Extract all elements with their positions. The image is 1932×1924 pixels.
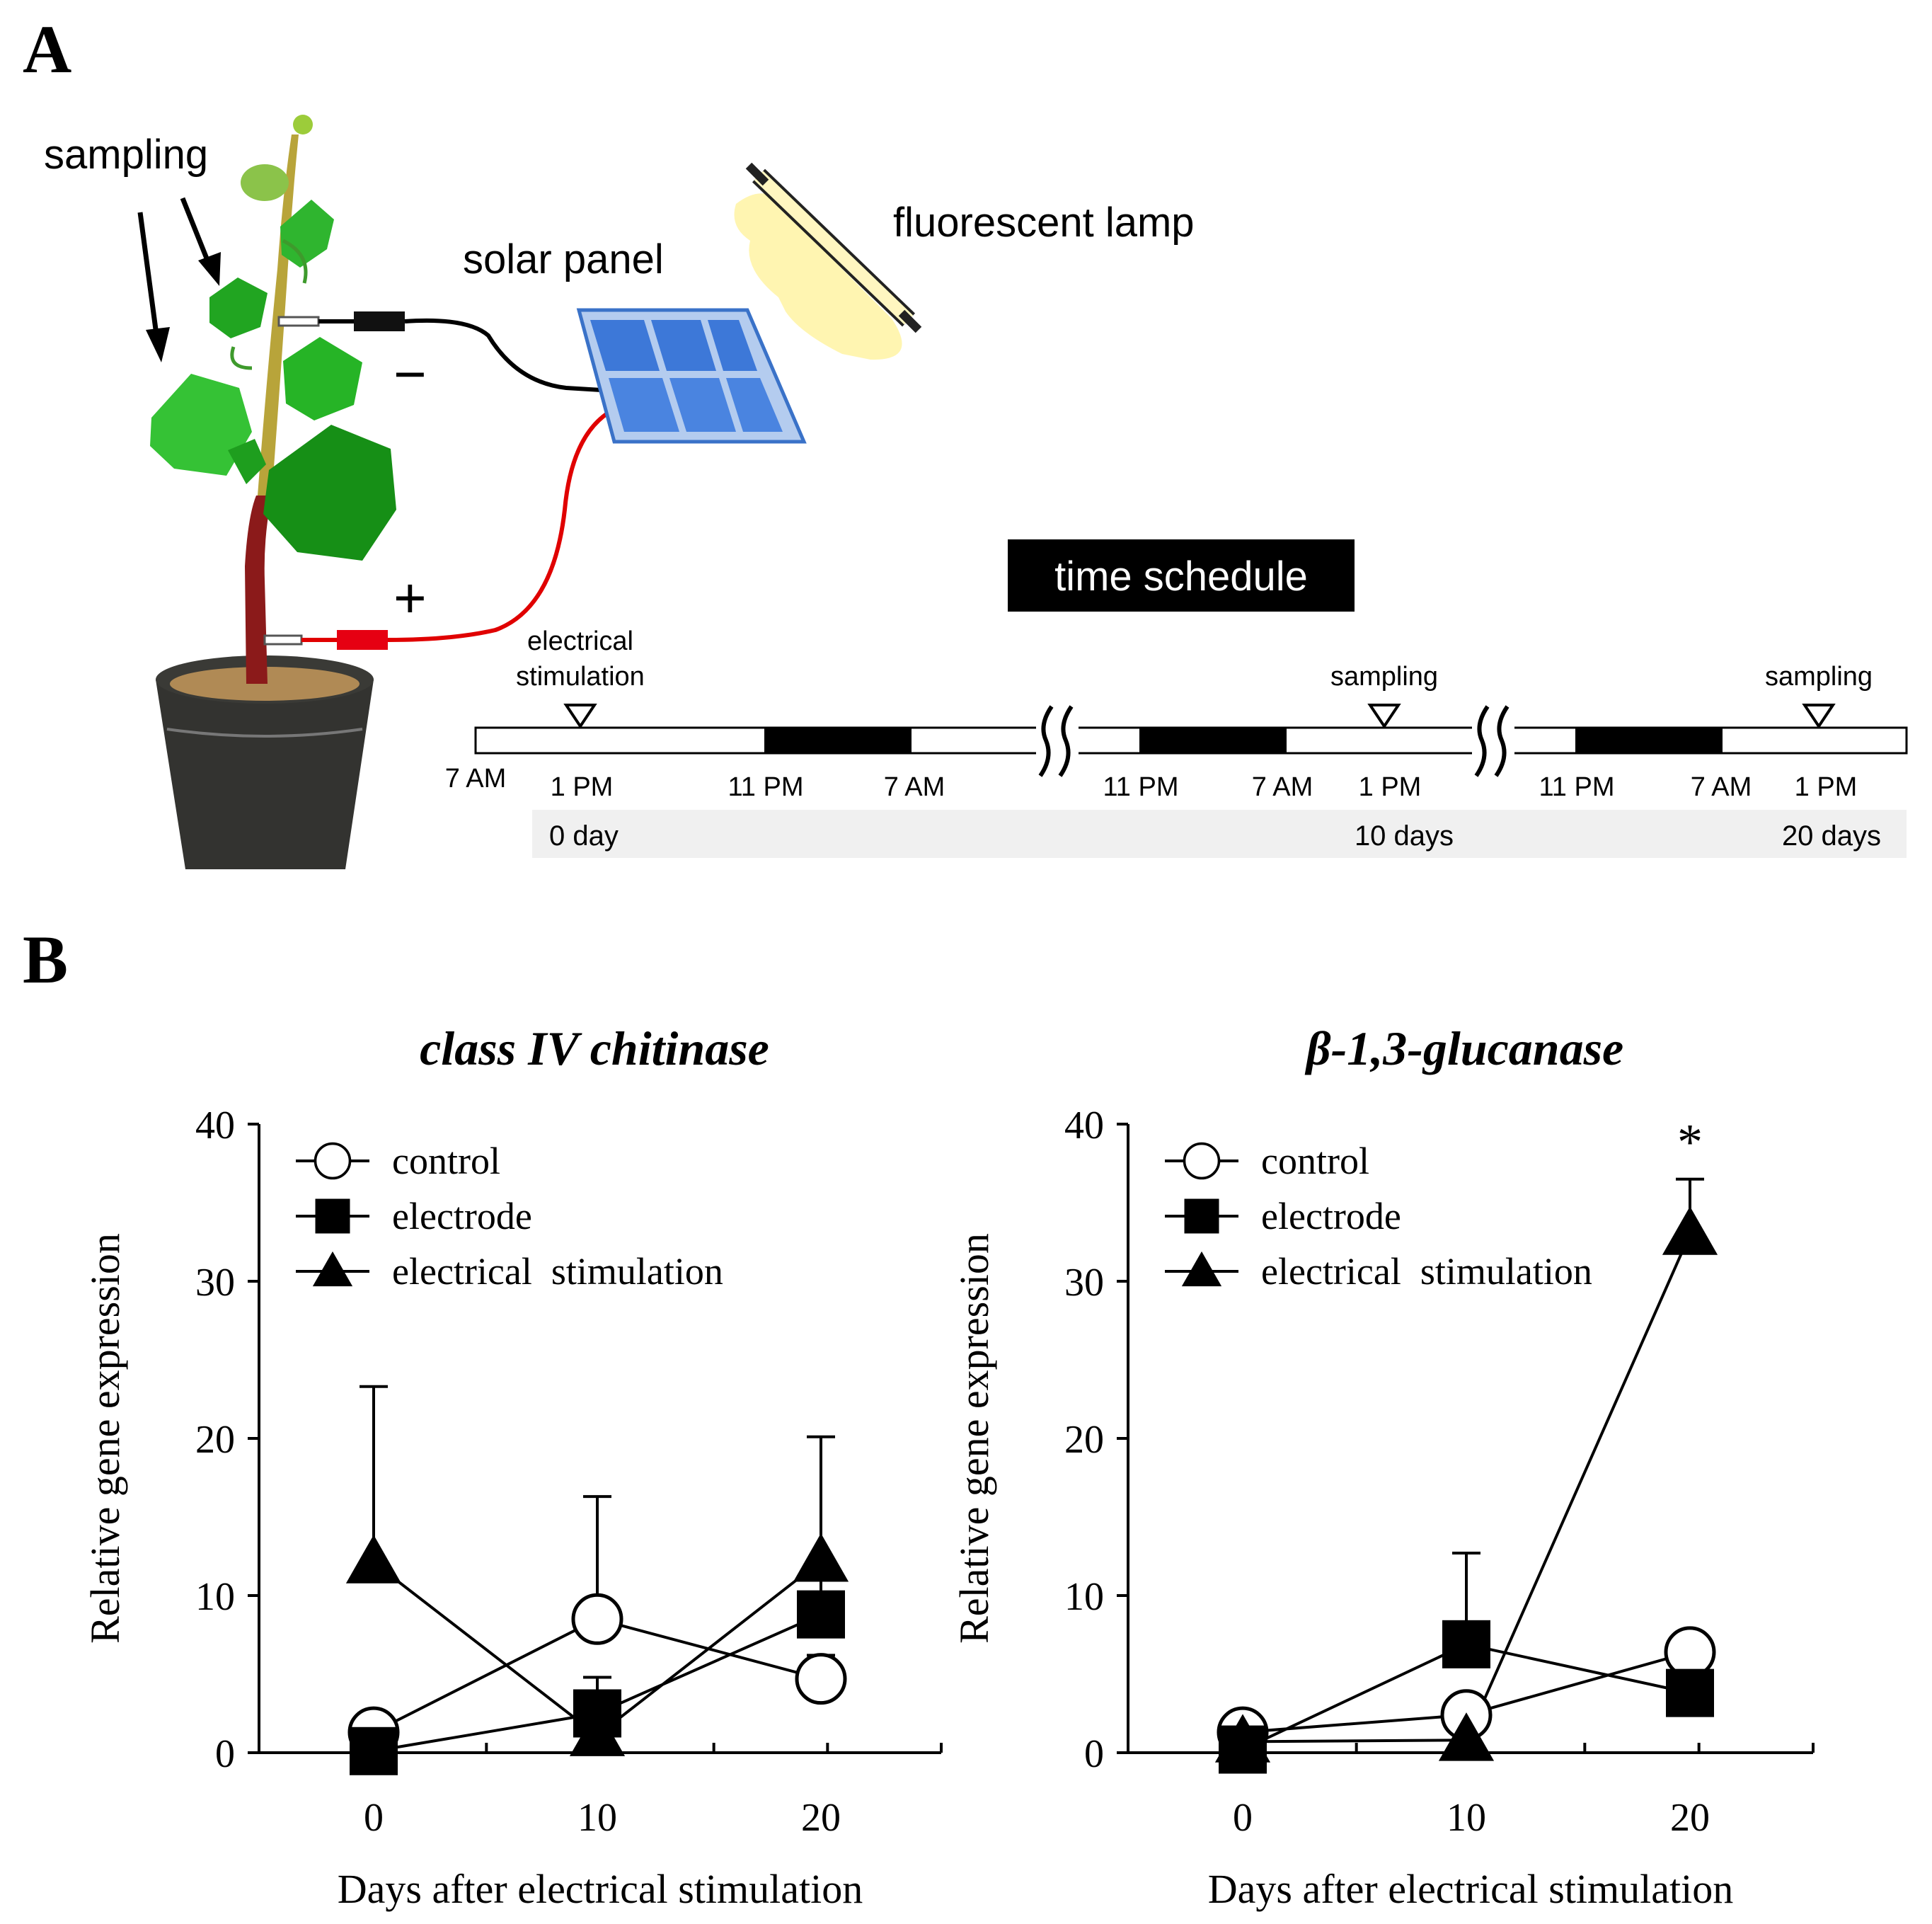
data-point-square-filled [1666, 1668, 1714, 1717]
data-point-square-filled [350, 1727, 398, 1775]
stimulation-marker [563, 704, 597, 729]
night-block-1 [764, 728, 912, 753]
y-tick-label: 20 [1064, 1418, 1104, 1462]
legend-label: control [392, 1140, 500, 1182]
data-point-square-filled [797, 1590, 845, 1639]
y-tick-label: 30 [195, 1261, 235, 1305]
sampling-marker-20d [1802, 704, 1836, 729]
electrode-circuit [263, 311, 616, 650]
x-tick-label: 10 [577, 1796, 617, 1840]
legend-label: electrode [1261, 1195, 1401, 1237]
time-label: 1 PM [1359, 772, 1422, 802]
y-tick-label: 0 [1084, 1732, 1104, 1776]
fluorescent-lamp-icon [734, 162, 922, 360]
panel-b-letter: B [23, 922, 68, 997]
x-tick-label: 20 [801, 1796, 841, 1840]
x-tick-label: 10 [1447, 1796, 1486, 1840]
day-band [532, 810, 1907, 858]
fluorescent-lamp-label: fluorescent lamp [893, 200, 1195, 246]
time-schedule-box [1008, 539, 1355, 612]
x-axis-label: Days after electrical stimulation [1208, 1866, 1733, 1912]
legend-label: electrical stimulation [392, 1250, 723, 1293]
data-point-triangle-filled [1438, 1712, 1495, 1761]
data-point-triangle-filled [569, 1707, 626, 1756]
data-point-triangle-filled [1662, 1206, 1718, 1255]
data-point-triangle-filled [345, 1535, 402, 1584]
legend-label: electrode [392, 1195, 532, 1237]
time-label: 11 PM [1539, 772, 1614, 802]
day-label-20: 20 days [1782, 820, 1881, 852]
sampling-arrows [137, 197, 221, 362]
legend-label: electrical stimulation [1261, 1250, 1592, 1293]
day-label-10: 10 days [1355, 820, 1454, 852]
day-label-0: 0 day [549, 820, 619, 852]
data-point-circle-open [571, 1593, 623, 1645]
event-markers [563, 704, 1836, 729]
y-tick-label: 10 [1064, 1575, 1104, 1619]
significance-asterisk: * [1677, 1114, 1703, 1171]
x-tick-label: 0 [1233, 1796, 1253, 1840]
y-axis-label: Relative gene expression [82, 1233, 128, 1644]
solar-panel-icon [576, 308, 807, 444]
y-tick-label: 40 [1064, 1104, 1104, 1147]
time-label: 11 PM [1103, 772, 1178, 802]
legend-marker-square-filled [1184, 1198, 1219, 1234]
time-label: 7 AM [445, 764, 507, 794]
solar-panel-label: solar panel [463, 236, 664, 282]
y-tick-label: 20 [195, 1418, 235, 1462]
x-tick-label: 0 [364, 1796, 384, 1840]
legend-marker-triangle-filled [312, 1251, 353, 1287]
panel-a-letter: A [23, 11, 71, 87]
minus-sign: − [393, 343, 427, 406]
data-point-triangle-filled [1214, 1714, 1271, 1763]
y-tick-label: 40 [195, 1104, 235, 1147]
time-label: 7 AM [884, 772, 945, 802]
x-tick-label: 20 [1670, 1796, 1710, 1840]
chart-glucanase: β-1,3-glucanase 0 10 20 30 40 0 10 20 Days after … [951, 1021, 1815, 1912]
time-label: 1 PM [551, 772, 614, 802]
sampling-label-20d: sampling [1765, 662, 1873, 692]
time-label: 7 AM [1691, 772, 1752, 802]
timeline-time-labels: 7 AM 1 PM 11 PM 7 AM 11 PM 7 AM 1 PM 11 … [445, 764, 1858, 802]
y-tick-label: 10 [195, 1575, 235, 1619]
chart-title: class IV chitinase [420, 1021, 769, 1075]
time-label: 11 PM [728, 772, 803, 802]
time-label: 1 PM [1795, 772, 1858, 802]
time-label: 7 AM [1252, 772, 1313, 802]
x-axis-label: Days after electrical stimulation [338, 1866, 863, 1912]
legend-marker-circle-open [314, 1142, 352, 1180]
legend-label: control [1261, 1140, 1369, 1182]
legend-marker-square-filled [315, 1198, 350, 1234]
data-point-triangle-filled [793, 1533, 849, 1582]
data-point-circle-open [795, 1653, 847, 1705]
plus-sign: + [393, 566, 427, 629]
legend-marker-triangle-filled [1181, 1251, 1222, 1287]
sampling-label: sampling [44, 132, 208, 178]
night-block-3 [1575, 728, 1723, 753]
y-tick-label: 30 [1064, 1261, 1104, 1305]
plant-illustration [150, 115, 396, 869]
sampling-marker-10d [1367, 704, 1401, 729]
stimulation-label-line2: stimulation [516, 662, 645, 692]
legend-marker-circle-open [1183, 1142, 1221, 1180]
sampling-label-10d: sampling [1330, 662, 1438, 692]
stimulation-label-line1: electrical [527, 626, 633, 656]
chart-title: β-1,3-glucanase [1304, 1021, 1623, 1075]
night-block-2 [1139, 728, 1287, 753]
y-axis-label: Relative gene expression [951, 1233, 997, 1644]
chart-chitinase: class IV chitinase 0 10 20 30 40 0 10 20 Days aft… [82, 1021, 943, 1912]
y-tick-label: 0 [215, 1732, 235, 1776]
time-schedule-title: time schedule [1054, 554, 1308, 600]
timeline-bar [474, 705, 1908, 777]
data-point-square-filled [1442, 1620, 1490, 1668]
